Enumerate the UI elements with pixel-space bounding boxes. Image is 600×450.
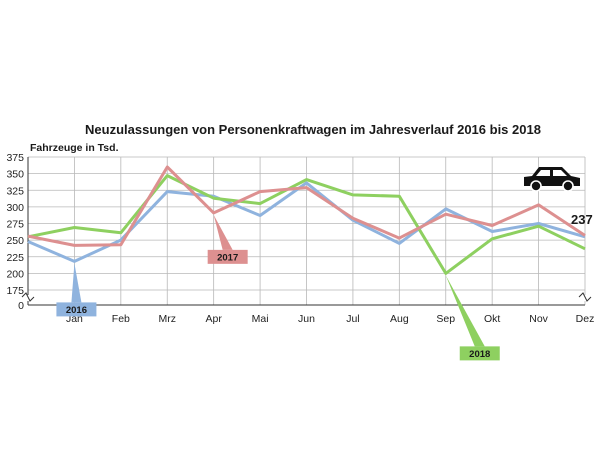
axis-break-mark bbox=[578, 292, 592, 302]
series-tag-box bbox=[56, 302, 97, 317]
series-line-2016 bbox=[27, 181, 586, 263]
x-tick-label: Okt bbox=[484, 313, 500, 325]
series-tag-pointer bbox=[71, 263, 82, 303]
axes bbox=[21, 157, 592, 306]
series-tag-label: 2016 bbox=[66, 305, 87, 316]
y-tick-label: 200 bbox=[6, 268, 24, 280]
series-line-2018 bbox=[27, 174, 586, 275]
x-tick-label: Feb bbox=[112, 313, 130, 325]
x-tick-label: Apr bbox=[205, 313, 222, 325]
end-value-label: 237 bbox=[571, 212, 593, 227]
y-tick-label: 350 bbox=[6, 169, 24, 181]
axis-break-mark bbox=[21, 292, 35, 302]
series-tag-box bbox=[207, 249, 248, 264]
series-tags: 2016 2017 2018 bbox=[56, 214, 500, 361]
x-tick-label: Aug bbox=[390, 313, 409, 325]
y-axis-ticks: 375 350 325 300 275 250 225 200 175 0 bbox=[6, 152, 24, 312]
y-axis-unit-label: Fahrzeuge in Tsd. bbox=[30, 142, 119, 154]
x-tick-label: Jul bbox=[346, 313, 359, 325]
series-tag-pointer bbox=[445, 275, 485, 347]
y-tick-label: 325 bbox=[6, 185, 24, 197]
x-axis-ticks: Jan Feb Mrz Apr Mai Jun Jul Aug Sep Okt Nov Dez bbox=[66, 313, 594, 325]
y-tick-label: 175 bbox=[6, 285, 24, 297]
x-tick-label: Nov bbox=[529, 313, 548, 325]
y-tick-label: 275 bbox=[6, 219, 24, 231]
series-line-2017 bbox=[27, 165, 586, 247]
x-tick-label: Jun bbox=[298, 313, 315, 325]
y-tick-label: 0 bbox=[18, 300, 24, 312]
series-tag-label: 2018 bbox=[469, 349, 490, 360]
y-tick-label: 375 bbox=[6, 152, 24, 164]
x-tick-label: Dez bbox=[576, 313, 595, 325]
x-tick-label: Sep bbox=[436, 313, 455, 325]
series-tag-label: 2017 bbox=[217, 252, 238, 263]
x-tick-label: Mai bbox=[252, 313, 269, 325]
series-lines bbox=[27, 165, 586, 275]
car-icon bbox=[524, 167, 580, 192]
y-tick-label: 250 bbox=[6, 235, 24, 247]
series-tag-box bbox=[459, 346, 500, 361]
y-tick-label: 225 bbox=[6, 252, 24, 264]
chart-title: Neuzulassungen von Personenkraftwagen im… bbox=[85, 122, 541, 137]
series-tag-pointer bbox=[213, 214, 233, 250]
y-tick-label: 300 bbox=[6, 202, 24, 214]
x-tick-label: Mrz bbox=[159, 313, 177, 325]
